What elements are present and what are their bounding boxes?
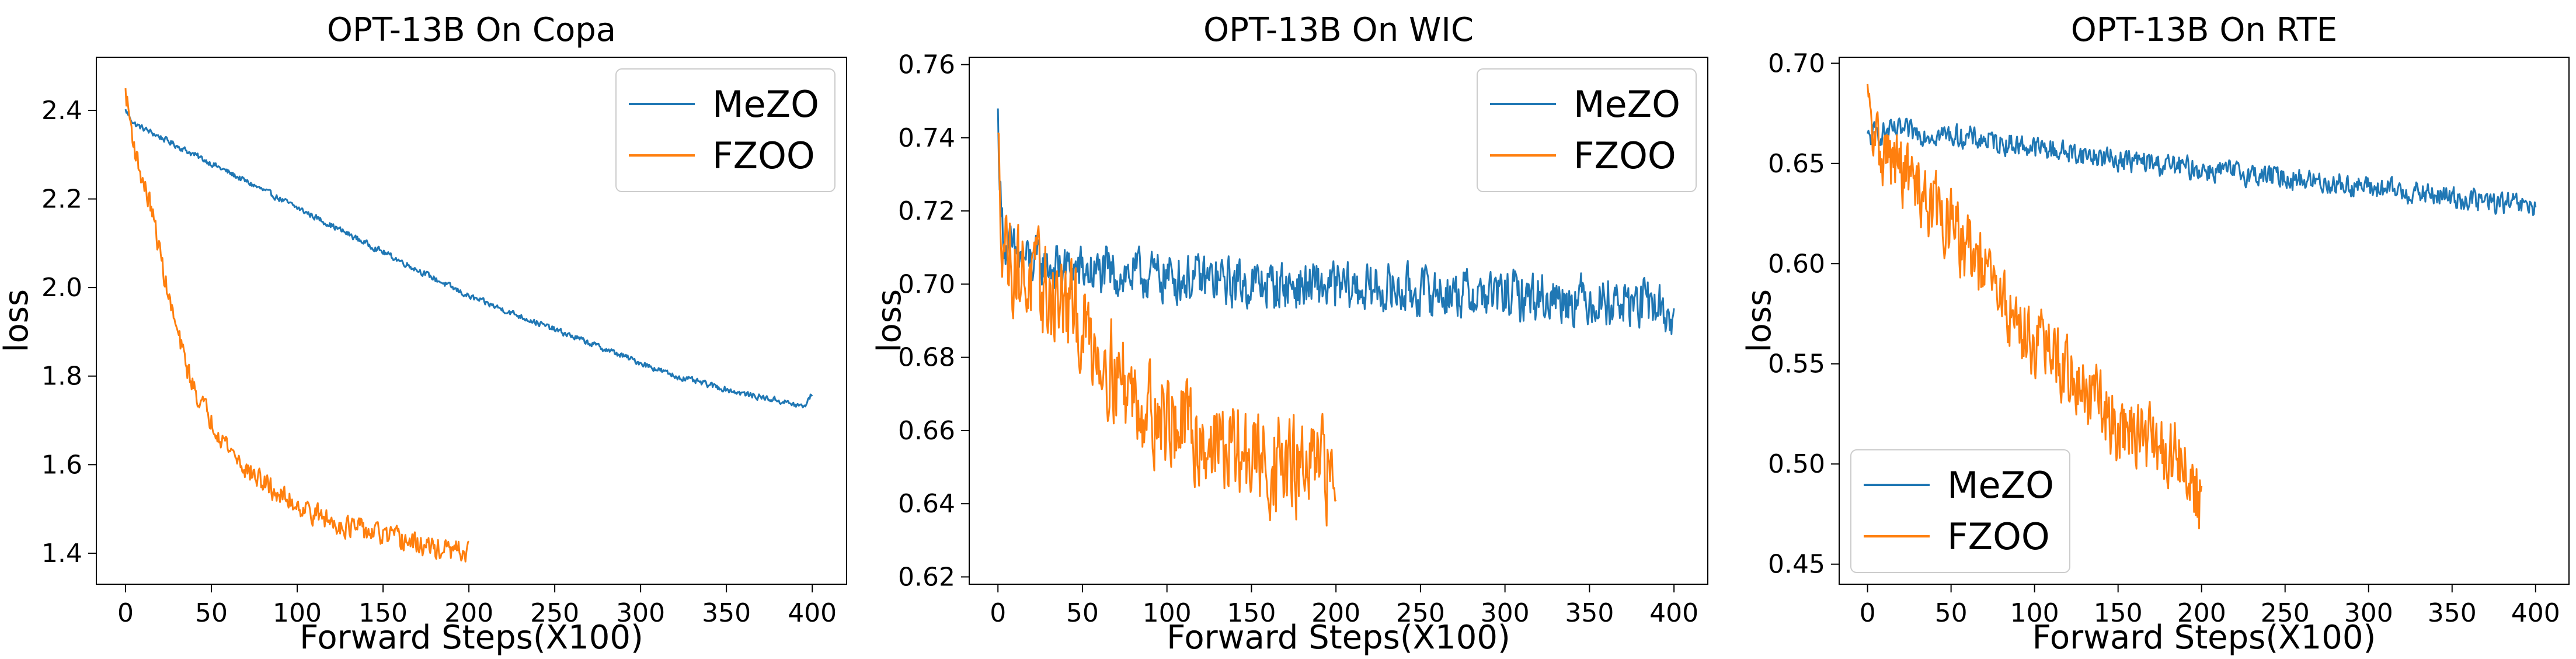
y-tick-label: 2.0 [41,273,82,303]
x-tick-label: 150 [2094,598,2143,628]
series-line-fzoo [1867,84,2203,529]
legend: MeZO FZOO [615,68,836,192]
y-axis-label: loss [0,289,36,352]
y-tick-label: 0.60 [1768,249,1825,279]
legend-label-mezo: MeZO [712,83,819,126]
y-tick-label: 0.50 [1768,449,1825,479]
plot-frame [1839,57,2570,585]
legend-label-fzoo: FZOO [1947,515,2050,558]
y-tick-label: 0.55 [1768,349,1825,379]
x-tick-label: 0 [117,598,134,628]
x-tick-label: 250 [530,598,579,628]
x-tick-label: 350 [2428,598,2477,628]
x-tick-label: 100 [2010,598,2059,628]
legend-label-mezo: MeZO [1947,464,2054,507]
x-tick-label: 50 [195,598,228,628]
x-tick-label: 150 [358,598,408,628]
series-line-fzoo [124,88,470,563]
series-line-fzoo [997,132,1337,527]
legend-label-fzoo: FZOO [712,134,815,177]
x-tick-label: 300 [2344,598,2393,628]
x-tick-label: 200 [2177,598,2226,628]
y-axis-label: loss [1740,289,1778,352]
x-axis-label: Forward Steps(X100) [2032,619,2376,657]
y-tick-label: 1.4 [41,539,82,568]
y-tick-label: 0.68 [898,343,955,373]
chart-title: OPT-13B On WIC [1203,11,1474,49]
x-tick-label: 350 [702,598,751,628]
x-tick-label: 250 [1396,598,1445,628]
series-line-mezo [997,108,1675,335]
y-tick-label: 1.8 [41,362,82,391]
x-axis-label: Forward Steps(X100) [1167,619,1510,657]
x-tick-label: 300 [616,598,665,628]
legend-label-mezo: MeZO [1574,83,1680,126]
chart-panel-1: 0 50 100 150 200 250 300 350 400 1.4 1.6 1.8 2.0 2.2 2… [0,11,847,657]
legend-box [1850,449,2070,573]
legend: MeZO FZOO [1850,449,2070,573]
y-tick-label: 2.2 [41,185,82,214]
x-tick-label: 150 [1227,598,1276,628]
x-tick-label: 250 [2261,598,2310,628]
y-tick-label: 1.6 [41,450,82,480]
chart-title: OPT-13B On Copa [327,11,616,49]
y-tick-label: 0.66 [898,416,955,446]
series-line-mezo [1867,117,2537,216]
legend-box [615,68,836,192]
x-tick-label: 50 [1066,598,1099,628]
y-tick-label: 0.45 [1768,550,1825,580]
chart-panel-2: 0 50 100 150 200 250 300 350 400 0.62 0.64 0.66 0.68… [871,11,1708,657]
legend-box [1477,68,1697,192]
legend-label-fzoo: FZOO [1574,134,1676,177]
x-tick-label: 100 [1143,598,1192,628]
y-tick-label: 0.70 [1768,48,1825,78]
x-tick-label: 0 [1860,598,1876,628]
chart-panel-3: 0 50 100 150 200 250 300 350 400 0.45 0.50 0.55 0.60… [1740,11,2570,657]
x-tick-label: 350 [1565,598,1614,628]
x-tick-label: 100 [273,598,322,628]
x-tick-label: 0 [990,598,1006,628]
legend: MeZO FZOO [1477,68,1697,192]
y-tick-label: 0.70 [898,269,955,299]
x-axis-label: Forward Steps(X100) [300,619,643,657]
y-tick-label: 0.64 [898,489,955,519]
plot-frame [96,57,847,585]
y-tick-label: 0.65 [1768,149,1825,179]
x-tick-label: 300 [1481,598,1530,628]
y-tick-label: 0.76 [898,50,955,80]
y-tick-label: 0.72 [898,196,955,226]
x-tick-label: 50 [1935,598,1968,628]
y-tick-label: 0.74 [898,123,955,153]
y-axis-label: loss [871,289,908,352]
chart-title: OPT-13B On RTE [2071,11,2337,49]
plot-frame [969,57,1708,585]
x-tick-label: 200 [1311,598,1360,628]
x-tick-label: 400 [1649,598,1698,628]
x-tick-label: 400 [2511,598,2560,628]
x-tick-label: 400 [788,598,837,628]
y-tick-label: 0.62 [898,562,955,592]
series-line-mezo [124,109,813,408]
y-tick-label: 2.4 [41,96,82,126]
x-tick-label: 200 [444,598,493,628]
